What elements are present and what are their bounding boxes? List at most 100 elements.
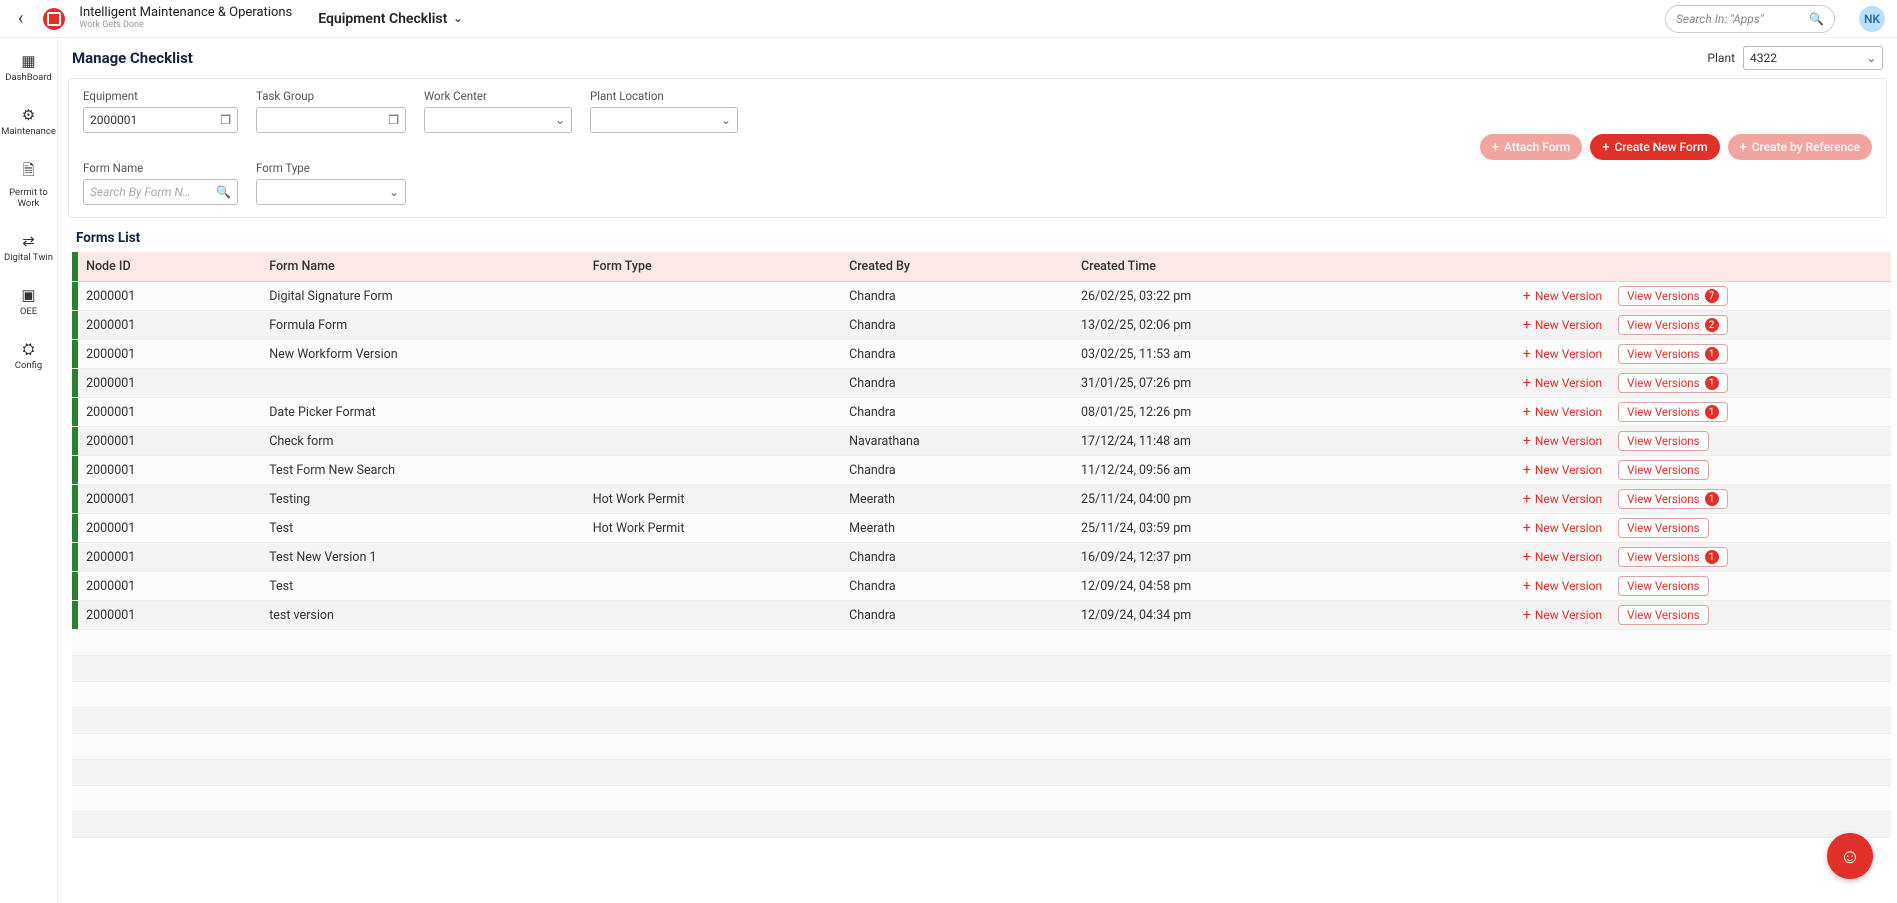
lookup-icon[interactable]: ❐ <box>388 113 399 127</box>
view-versions-button[interactable]: View Versions1 <box>1618 489 1727 509</box>
new-version-link[interactable]: +New Version <box>1337 520 1602 536</box>
app-title-box: Intelligent Maintenance & Operations Wor… <box>79 6 292 30</box>
cell-form-type <box>585 340 841 369</box>
search-icon[interactable]: 🔍 <box>216 185 231 199</box>
cell-form-name: Check form <box>261 427 585 456</box>
new-version-link[interactable]: + New Version <box>1337 549 1602 565</box>
view-versions-button[interactable]: View Versions <box>1618 518 1708 538</box>
view-versions-button[interactable]: View Versions1 <box>1618 402 1727 422</box>
new-version-label: New Version <box>1535 405 1602 419</box>
sidebar-item-config[interactable]: ⛭Config <box>0 336 57 376</box>
table-row[interactable]: 2000001TestChandra12/09/24, 04:58 pm+New… <box>72 572 1891 601</box>
view-versions-button[interactable]: View Versions <box>1618 605 1708 625</box>
version-badge: 2 <box>1705 318 1719 332</box>
create-by-reference-button[interactable]: + Create by Reference <box>1728 134 1872 160</box>
col-created-time[interactable]: Created Time <box>1073 252 1329 282</box>
cell-form-type <box>585 369 841 398</box>
global-search-input[interactable]: Search In: "Apps" 🔍 <box>1665 5 1835 33</box>
sidebar-item-oee[interactable]: ▣ OEE <box>0 282 57 322</box>
view-versions-button[interactable]: View Versions <box>1618 576 1708 596</box>
table-row[interactable]: 2000001New Workform VersionChandra03/02/… <box>72 340 1891 369</box>
col-created-by[interactable]: Created By <box>841 252 1073 282</box>
taskgroup-input[interactable]: ❐ <box>256 107 406 133</box>
new-version-link[interactable]: +New Version <box>1337 346 1602 362</box>
nav-label: OEE <box>20 307 37 318</box>
formtype-select[interactable]: ⌄ <box>256 179 406 205</box>
col-node-id[interactable]: Node ID <box>78 252 261 282</box>
cell-node-id: 2000001 <box>78 340 261 369</box>
table-row[interactable]: 2000001test versionChandra12/09/24, 04:3… <box>72 601 1891 630</box>
view-versions-button[interactable]: View Versions2 <box>1618 315 1727 335</box>
col-form-name[interactable]: Form Name <box>261 252 585 282</box>
new-version-link[interactable]: +New Version <box>1337 491 1602 507</box>
table-row-empty <box>72 734 1891 760</box>
cell-created-time: 31/01/25, 07:26 pm <box>1073 369 1329 398</box>
new-version-link[interactable]: +New Version <box>1337 607 1602 623</box>
lookup-icon[interactable]: ❐ <box>220 113 231 127</box>
sidebar-item-dashboard[interactable]: ▦DashBoard <box>0 48 57 88</box>
view-versions-button[interactable]: View Versions1 <box>1618 547 1727 567</box>
app-title: Intelligent Maintenance & Operations <box>79 6 292 20</box>
nav-icon: ▣ <box>21 286 35 304</box>
cell-created-by: Chandra <box>841 543 1073 572</box>
new-version-label: New Version <box>1535 550 1602 564</box>
new-version-link[interactable]: +New Version <box>1337 462 1602 478</box>
equipment-input[interactable]: 2000001 ❐ <box>83 107 238 133</box>
table-row[interactable]: 2000001Chandra31/01/25, 07:26 pm+New Ver… <box>72 369 1891 398</box>
table-row[interactable]: 2000001Date Picker FormatChandra08/01/25… <box>72 398 1891 427</box>
cell-created-time: 25/11/24, 04:00 pm <box>1073 485 1329 514</box>
table-row[interactable]: 2000001TestHot Work PermitMeerath25/11/2… <box>72 514 1891 543</box>
sidebar-item-maintenance[interactable]: ⚙Maintenance <box>0 102 57 142</box>
table-row[interactable]: 2000001Formula FormChandra13/02/25, 02:0… <box>72 311 1891 340</box>
cell-form-name: Test Form New Search <box>261 456 585 485</box>
chat-icon: ☺ <box>1840 844 1860 869</box>
table-row[interactable]: 2000001Test Form New SearchChandra11/12/… <box>72 456 1891 485</box>
new-version-link[interactable]: +New Version <box>1337 578 1602 594</box>
table-row[interactable]: 2000001Check formNavarathana17/12/24, 11… <box>72 427 1891 456</box>
view-versions-button[interactable]: View Versions <box>1618 431 1708 451</box>
create-new-form-button[interactable]: + Create New Form <box>1590 134 1719 160</box>
cell-form-type <box>585 456 841 485</box>
back-button[interactable]: ‹ <box>12 8 29 29</box>
new-version-link[interactable]: +New Version <box>1337 404 1602 420</box>
plantlocation-select[interactable]: ⌄ <box>590 107 738 133</box>
view-versions-button[interactable]: View Versions <box>1618 460 1708 480</box>
new-version-link[interactable]: +New Version <box>1337 375 1602 391</box>
search-icon: 🔍 <box>1809 12 1824 26</box>
new-version-link[interactable]: +New Version <box>1337 288 1602 304</box>
attach-form-button[interactable]: + Attach Form <box>1480 134 1582 160</box>
cell-created-time: 11/12/24, 09:56 am <box>1073 456 1329 485</box>
table-row[interactable]: 2000001Test New Version 1Chandra16/09/24… <box>72 543 1891 572</box>
new-version-link[interactable]: +New Version <box>1337 317 1602 333</box>
new-version-link[interactable]: +New Version <box>1337 433 1602 449</box>
sidebar: ▦DashBoard ⚙Maintenance 🗎Permit to Work ⇄Di… <box>0 38 58 903</box>
taskgroup-label: Task Group <box>256 89 406 103</box>
version-badge: 7 <box>1705 289 1719 303</box>
table-row[interactable]: 2000001TestingHot Work PermitMeerath25/1… <box>72 485 1891 514</box>
formname-search-input[interactable]: Search By Form N… 🔍 <box>83 179 238 205</box>
view-versions-button[interactable]: View Versions1 <box>1618 344 1727 364</box>
sidebar-item-digital-twin[interactable]: ⇄Digital Twin <box>0 228 57 268</box>
col-form-type[interactable]: Form Type <box>585 252 841 282</box>
cell-node-id: 2000001 <box>78 369 261 398</box>
chevron-down-icon: ⌄ <box>721 113 731 127</box>
chevron-down-icon: ⌄ <box>389 185 399 199</box>
plus-icon: + <box>1523 288 1531 304</box>
cell-node-id: 2000001 <box>78 601 261 630</box>
view-versions-label: View Versions <box>1627 550 1699 564</box>
cell-created-time: 26/02/25, 03:22 pm <box>1073 282 1329 311</box>
user-avatar[interactable]: NK <box>1859 6 1885 32</box>
help-chat-fab[interactable]: ☺ <box>1827 833 1873 879</box>
view-versions-button[interactable]: View Versions1 <box>1618 373 1727 393</box>
table-row[interactable]: 2000001Digital Signature FormChandra26/0… <box>72 282 1891 311</box>
sidebar-item-permit-to-work[interactable]: 🗎Permit to Work <box>0 156 57 214</box>
user-initials: NK <box>1864 12 1880 26</box>
plus-icon: + <box>1523 346 1531 362</box>
plant-select[interactable]: 4322 ⌄ <box>1743 46 1883 70</box>
plus-icon: + <box>1523 549 1531 565</box>
nav-icon: ⇄ <box>22 232 35 250</box>
breadcrumb[interactable]: Equipment Checklist ⌄ <box>318 11 462 27</box>
view-versions-button[interactable]: View Versions7 <box>1618 286 1727 306</box>
create-ref-label: Create by Reference <box>1752 140 1860 154</box>
workcenter-select[interactable]: ⌄ <box>424 107 572 133</box>
